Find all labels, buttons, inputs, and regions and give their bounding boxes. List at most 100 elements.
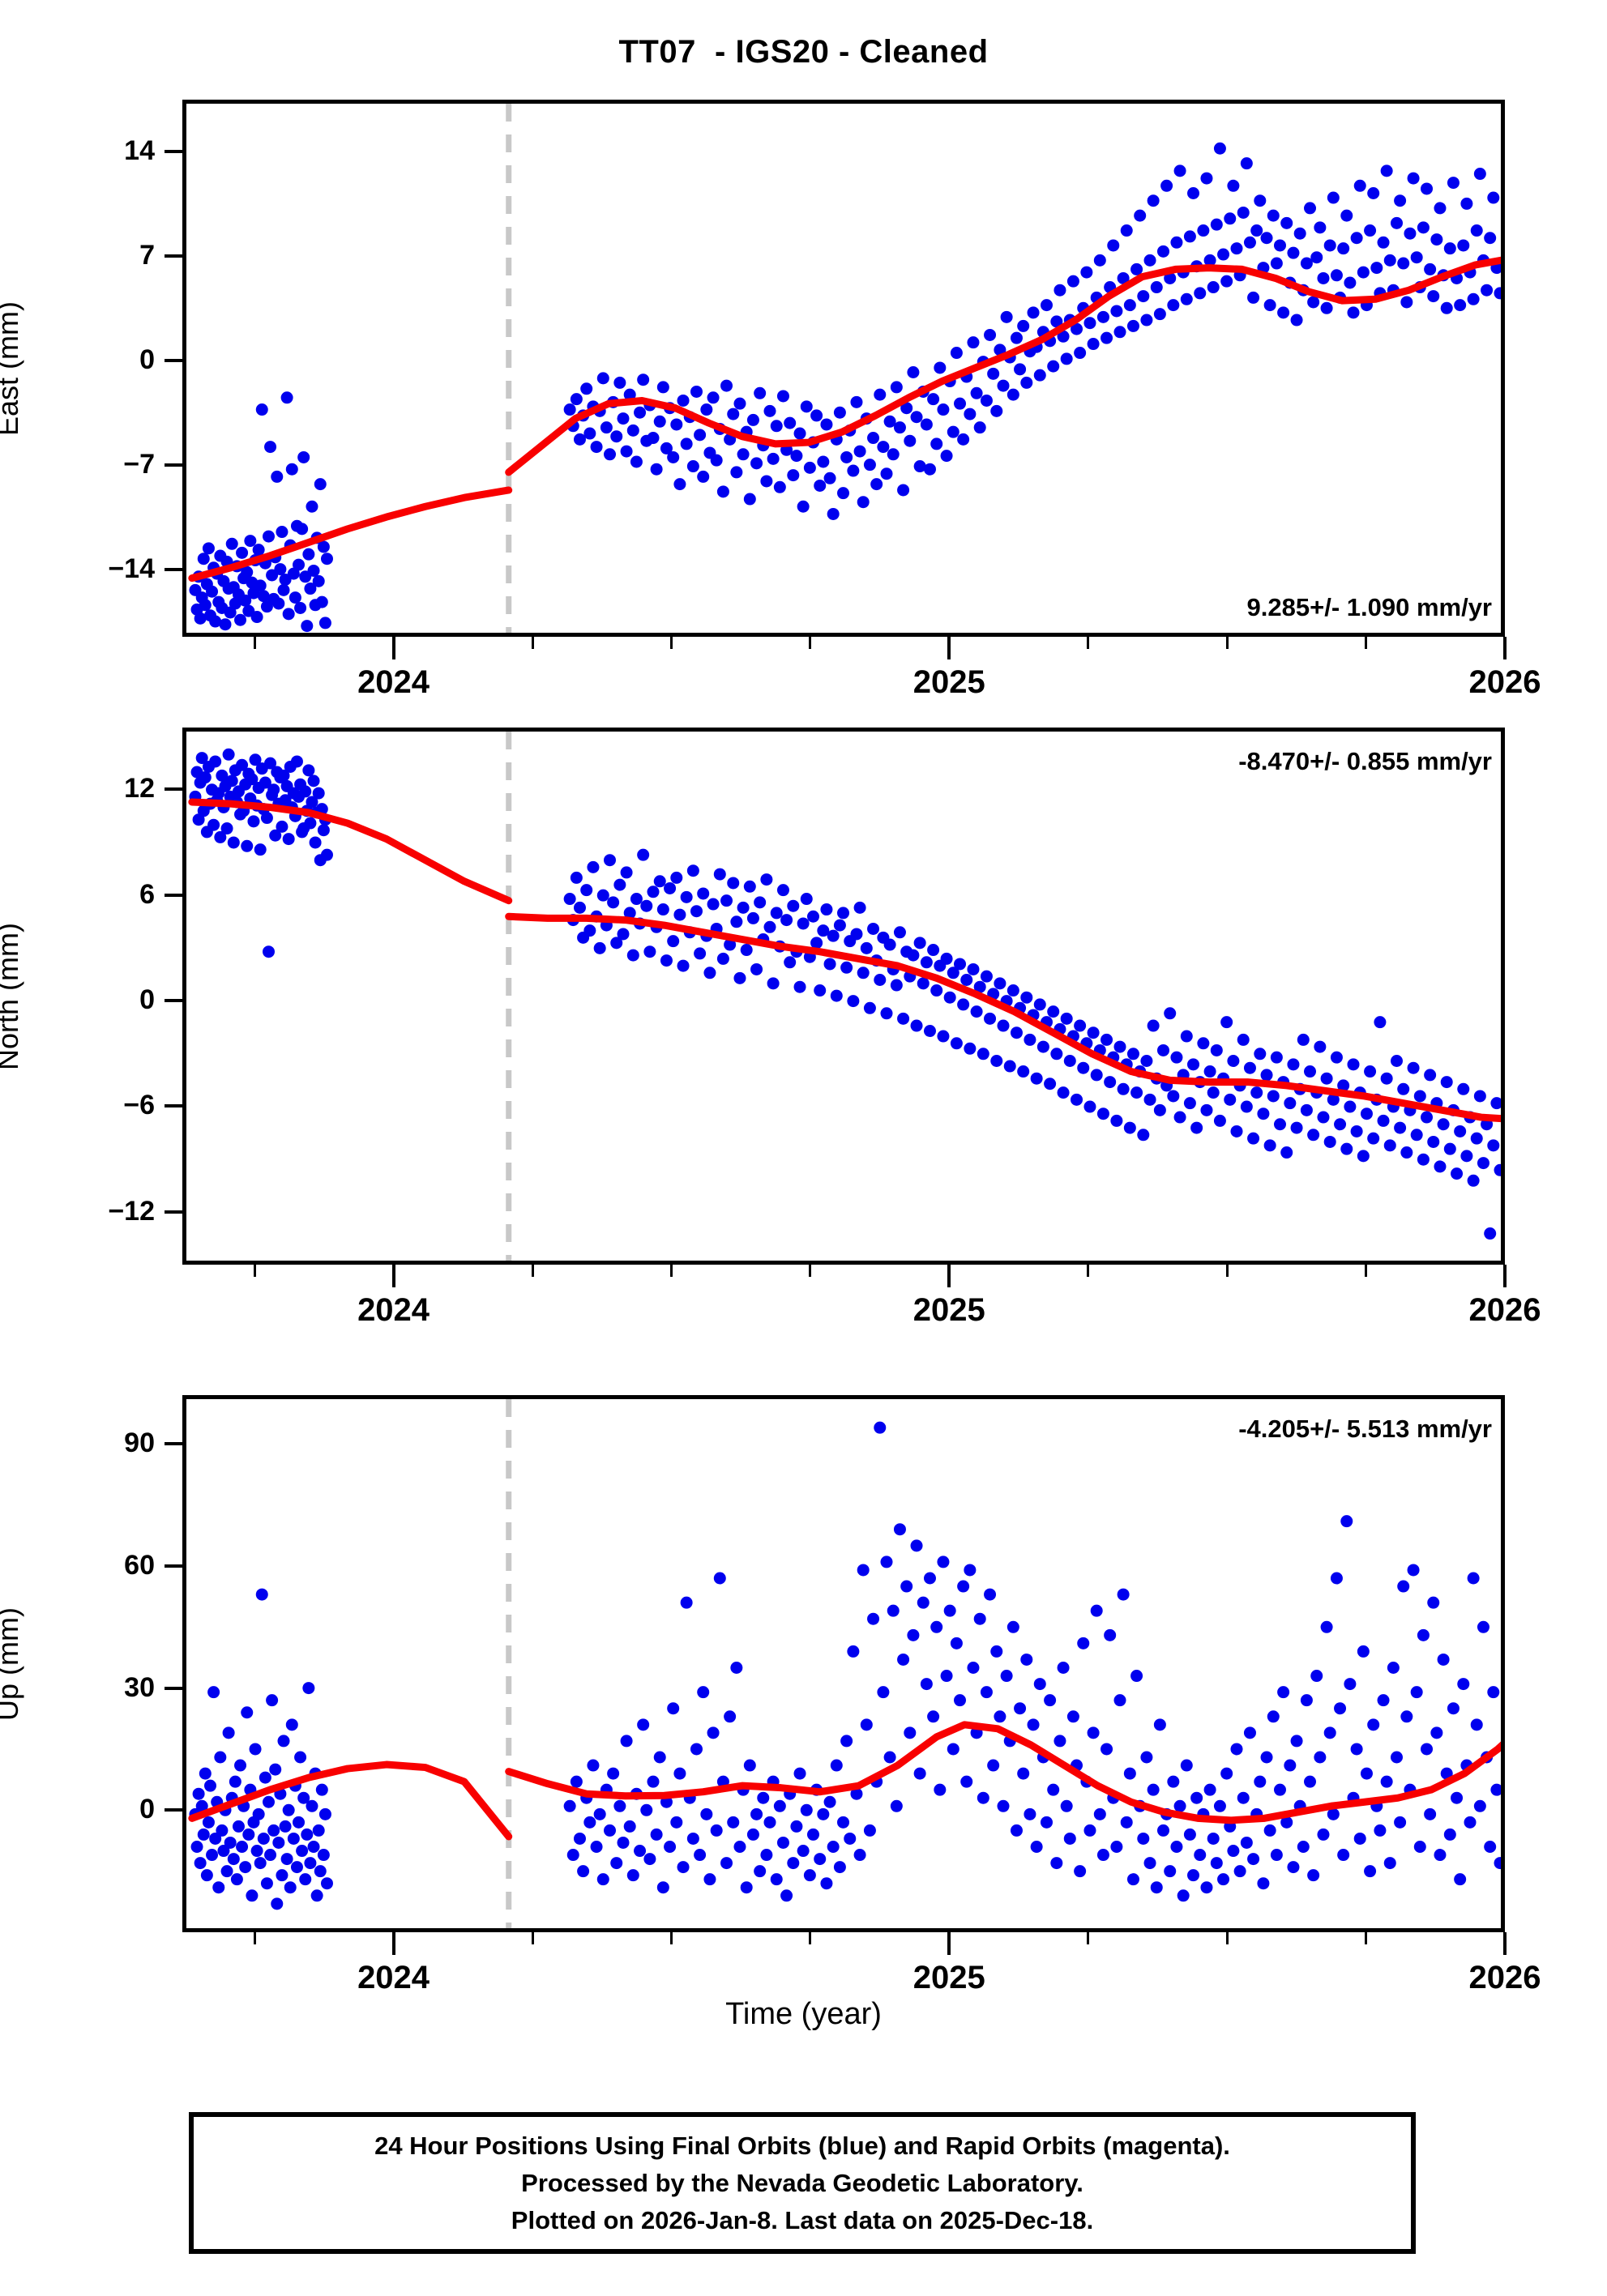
y-axis-title-north: North (mm)	[0, 922, 24, 1070]
data-point	[1123, 299, 1136, 312]
data-point	[1344, 1678, 1357, 1691]
data-point	[1350, 232, 1363, 245]
data-point	[1243, 1726, 1256, 1739]
y-tick-label-north: 6	[139, 878, 155, 910]
data-point	[1437, 1118, 1450, 1131]
data-point	[784, 956, 797, 969]
data-point	[727, 877, 740, 890]
data-point	[272, 1836, 285, 1849]
data-point	[234, 1759, 247, 1772]
data-point	[967, 1662, 980, 1674]
data-point	[947, 425, 959, 438]
data-point	[1113, 326, 1126, 339]
data-point	[288, 591, 301, 604]
data-point	[1060, 1012, 1073, 1025]
data-point	[694, 947, 707, 960]
data-point	[1487, 1139, 1500, 1152]
data-point	[262, 945, 275, 958]
data-point	[1017, 1065, 1030, 1078]
data-point	[312, 1824, 325, 1837]
data-point	[279, 1820, 292, 1833]
data-point	[247, 815, 260, 828]
data-point	[1050, 1048, 1063, 1061]
data-point	[1400, 1710, 1413, 1723]
data-point	[1407, 1564, 1420, 1577]
data-point	[1484, 1227, 1497, 1240]
data-point	[1267, 1710, 1280, 1723]
data-point	[290, 755, 303, 768]
data-point	[626, 949, 639, 962]
data-point	[680, 437, 693, 450]
data-point	[1101, 331, 1113, 344]
data-point	[626, 1869, 639, 1882]
data-point	[199, 1767, 212, 1780]
data-point	[241, 1706, 254, 1719]
y-tick-up	[165, 1442, 182, 1446]
data-point	[746, 413, 759, 426]
data-point	[1036, 1040, 1049, 1053]
data-point	[1150, 1881, 1163, 1894]
data-point	[1137, 290, 1150, 303]
data-point	[937, 403, 950, 416]
x-tick-label: 2024	[357, 1960, 430, 1995]
data-point	[656, 1881, 669, 1894]
data-point	[643, 1853, 656, 1866]
data-point	[1194, 1849, 1207, 1862]
data-point	[1147, 1019, 1160, 1032]
data-point	[1334, 1118, 1347, 1131]
data-point	[760, 873, 773, 886]
data-point	[1374, 1016, 1387, 1029]
x-minor-tick	[809, 637, 812, 649]
data-point	[820, 418, 833, 431]
data-point	[754, 1865, 767, 1878]
data-point	[1126, 1873, 1139, 1886]
data-point	[820, 903, 833, 916]
data-point	[1027, 306, 1040, 319]
data-point	[1494, 287, 1501, 300]
data-point	[1153, 308, 1166, 321]
data-point	[1257, 1107, 1270, 1120]
data-point	[604, 854, 617, 867]
y-axis-title-up: Up (mm)	[0, 1607, 24, 1721]
data-point	[1424, 262, 1437, 275]
data-point	[1457, 1082, 1470, 1095]
data-point	[1394, 1816, 1407, 1829]
data-point	[269, 829, 282, 842]
data-point	[207, 1686, 220, 1699]
data-point	[1314, 1751, 1327, 1764]
data-point	[670, 418, 683, 431]
data-point	[830, 989, 843, 1002]
data-point	[1307, 1129, 1320, 1142]
data-point	[318, 1807, 331, 1820]
data-point	[1227, 1055, 1240, 1067]
data-point	[640, 899, 653, 912]
data-point	[219, 618, 232, 631]
data-point	[1074, 1865, 1087, 1878]
data-point	[1040, 299, 1053, 312]
data-point	[776, 390, 789, 403]
y-tick-east	[165, 568, 182, 572]
data-point	[195, 1799, 208, 1812]
data-point	[209, 615, 222, 628]
data-point	[607, 896, 620, 909]
data-point	[236, 758, 249, 771]
data-point	[1394, 194, 1407, 207]
data-point	[960, 1775, 973, 1788]
data-point	[867, 922, 880, 935]
data-point	[224, 1836, 237, 1849]
plot-area-east	[182, 100, 1505, 637]
data-point	[863, 1824, 876, 1837]
data-point	[1230, 1743, 1243, 1756]
x-minor-tick	[1225, 1265, 1229, 1277]
data-point	[750, 1807, 763, 1820]
data-point	[1317, 1111, 1330, 1124]
data-point	[853, 445, 866, 458]
data-point	[310, 1889, 323, 1902]
data-point	[934, 361, 947, 374]
data-point	[296, 1845, 309, 1858]
data-point	[1110, 305, 1123, 318]
x-tick-label: 2025	[912, 1292, 985, 1328]
data-point	[1277, 1686, 1290, 1699]
data-point	[1047, 1005, 1060, 1018]
data-point	[1377, 1694, 1390, 1707]
